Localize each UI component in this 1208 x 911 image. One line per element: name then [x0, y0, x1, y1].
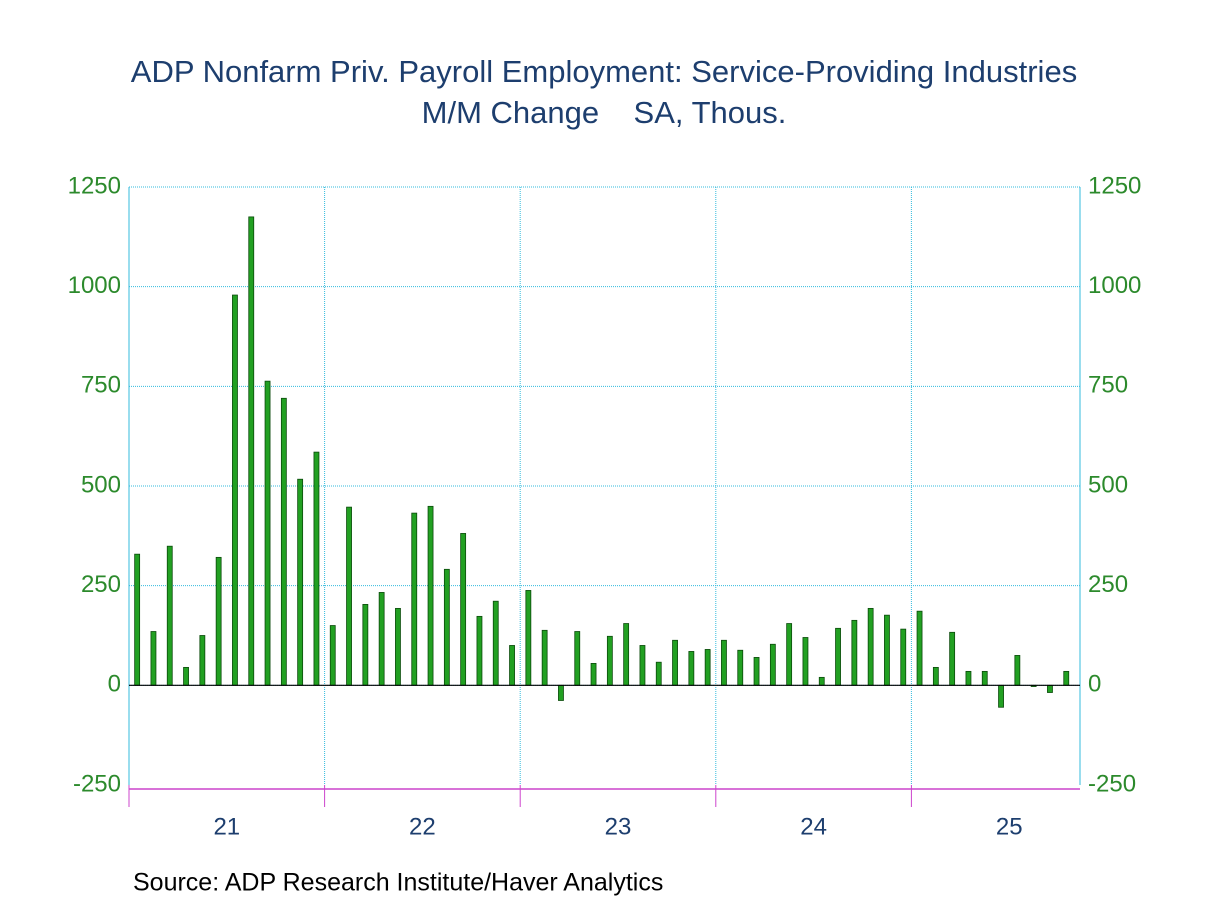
y2-tick-label: 1250 — [1088, 172, 1141, 199]
bar — [215, 556, 222, 686]
bar — [492, 600, 499, 686]
bar — [981, 670, 988, 686]
bar — [313, 451, 320, 686]
y-tick-label: 1000 — [68, 272, 121, 299]
bar — [476, 615, 483, 686]
bar — [150, 631, 157, 686]
bar — [916, 610, 923, 686]
bar — [1014, 655, 1021, 686]
y2-tick-label: 1000 — [1088, 272, 1141, 299]
bar — [280, 397, 287, 686]
bar — [395, 607, 401, 686]
bar — [509, 645, 515, 686]
bar — [541, 629, 548, 686]
bar — [606, 635, 613, 686]
bar — [851, 619, 858, 686]
x-tick-label: 22 — [409, 813, 436, 840]
bar — [672, 639, 678, 686]
bar — [818, 676, 825, 686]
bar — [998, 684, 1004, 708]
bar — [427, 505, 434, 686]
bar — [297, 478, 304, 686]
bar — [199, 635, 206, 686]
bar — [949, 631, 956, 686]
bar — [965, 670, 972, 686]
x-tick-label: 23 — [605, 813, 632, 840]
bar — [232, 294, 238, 686]
bar — [362, 604, 369, 686]
bar — [248, 216, 255, 686]
bar — [264, 380, 271, 686]
bar — [134, 553, 141, 686]
bar — [835, 627, 841, 686]
source-note: Source: ADP Research Institute/Haver Ana… — [133, 869, 663, 897]
bar — [166, 545, 173, 686]
bar — [346, 506, 352, 686]
y2-tick-label: 750 — [1088, 372, 1128, 399]
bar — [884, 614, 890, 686]
bar — [688, 651, 695, 686]
bar — [574, 631, 581, 686]
bar — [786, 623, 793, 686]
y-tick-label: -250 — [73, 770, 121, 797]
bar — [737, 649, 744, 686]
x-tick-label: 25 — [996, 813, 1023, 840]
x-tick-label: 21 — [213, 813, 240, 840]
y-tick-label: 500 — [81, 471, 121, 498]
bar — [460, 533, 467, 686]
y-tick-label: 750 — [81, 372, 121, 399]
bar — [932, 666, 939, 686]
bar — [802, 637, 809, 686]
bar — [769, 643, 776, 686]
bar — [1063, 670, 1070, 686]
x-tick-label: 24 — [800, 813, 827, 840]
bar — [443, 568, 450, 686]
bar — [590, 663, 597, 686]
bar — [623, 623, 630, 686]
bar — [721, 639, 727, 686]
y2-tick-label: 250 — [1088, 571, 1128, 598]
y2-tick-label: 500 — [1088, 471, 1128, 498]
y2-tick-label: -250 — [1088, 770, 1136, 797]
bar — [378, 592, 385, 686]
bar — [525, 590, 532, 686]
bar — [900, 628, 907, 686]
chart-title: ADP Nonfarm Priv. Payroll Employment: Se… — [131, 54, 1077, 89]
bar — [329, 625, 336, 686]
y-tick-label: 250 — [81, 571, 121, 598]
y2-tick-label: 0 — [1088, 671, 1101, 698]
bar — [639, 645, 646, 686]
y-tick-label: 1250 — [68, 172, 121, 199]
bar — [753, 657, 760, 686]
bar — [183, 666, 189, 686]
bar — [655, 661, 662, 686]
bar — [1047, 684, 1053, 693]
chart-subtitle: M/M Change SA, Thous. — [422, 95, 787, 130]
bar — [558, 684, 564, 701]
bar — [704, 649, 711, 686]
y-tick-label: 0 — [108, 671, 121, 698]
bar — [867, 607, 874, 686]
bar — [411, 512, 418, 686]
